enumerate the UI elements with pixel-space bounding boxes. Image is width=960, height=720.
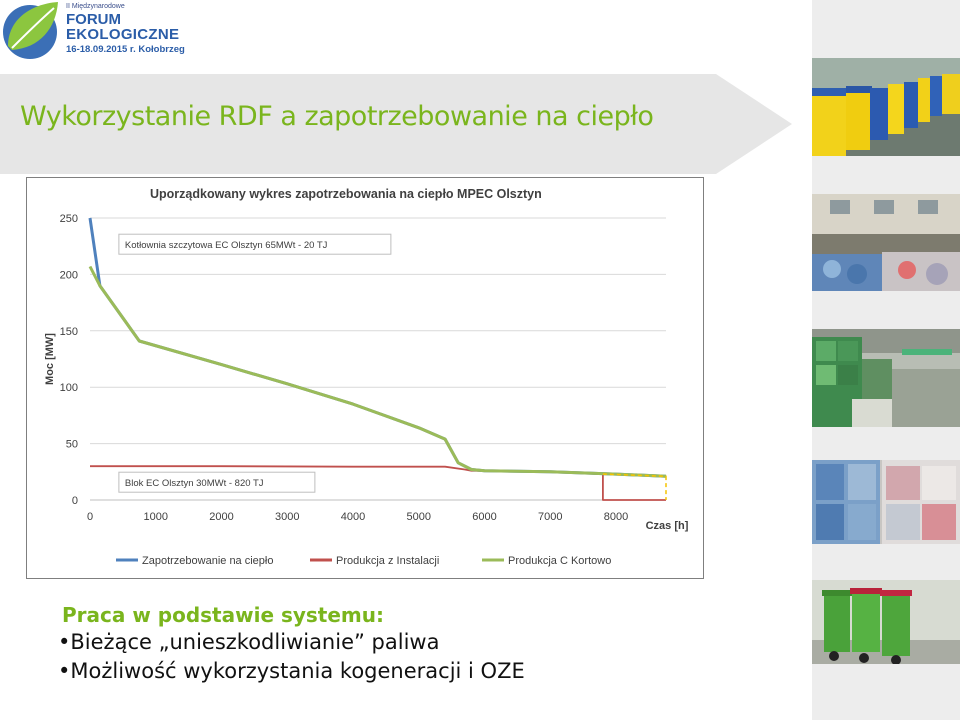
legend-label: Produkcja z Instalacji [336,555,439,567]
x-tick-label: 5000 [407,511,431,523]
x-tick-label: 2000 [209,511,233,523]
series-line-2 [90,465,666,501]
bullet-2: •Możliwość wykorzystania kogeneracji i O… [58,659,525,683]
y-tick-label: 250 [60,213,78,225]
logo-forum: FORUM [66,11,121,28]
end-marker-line [602,473,667,500]
x-tick-label: 1000 [144,511,168,523]
y-tick-label: 100 [60,382,78,394]
y-tick-label: 0 [72,495,78,507]
leaf-globe-icon [3,2,58,59]
photo-sorting-plant [812,194,960,291]
photo-bales-warehouse [812,329,960,427]
title-band [0,74,792,174]
logo-dates: 16-18.09.2015 r. Kołobrzeg [66,44,185,55]
photo-plastic-bales [812,460,960,544]
annotation-text: Kotłownia szczytowa EC Olsztyn 65MWt - 2… [125,240,328,251]
series-line-3 [88,265,667,478]
y-tick-label: 150 [60,326,78,338]
bullet-1: •Bieżące „unieszkodliwianie” paliwa [58,630,440,654]
annotation-box [118,471,316,493]
legend: Zapotrzebowanie na ciepło Produkcja z Ins… [116,555,611,567]
x-axis: 0 1000 2000 3000 4000 5000 6000 7000 8000 [87,499,666,523]
photo-green-bins [812,580,960,664]
y-axis: 0 50 100 150 200 250 [60,213,78,507]
photo-waste-containers [812,58,960,156]
x-tick-label: 4000 [341,511,365,523]
annotations: Kotłownia szczytowa EC Olsztyn 65MWt - 2… [118,233,392,493]
x-tick-label: 7000 [538,511,562,523]
chart: Uporządkowany wykres zapotrzebowania na … [26,177,704,579]
series-lines [88,217,667,501]
logo-edition: II Międzynarodowe [66,3,125,10]
yellow-dashed-marker [602,473,667,500]
slide-title: Wykorzystanie RDF a zapotrzebowanie na c… [20,101,654,132]
legend-label: Zapotrzebowanie na ciepło [142,555,273,567]
y-axis-label: Moc [MW] [44,333,56,385]
x-axis-label: Czas [h] [646,520,689,532]
legend-label: Produkcja C Kortowo [508,555,611,567]
x-tick-label: 0 [87,511,93,523]
annotation-box [118,233,392,255]
y-tick-label: 50 [66,439,78,451]
forum-logo: II Międzynarodowe FORUM EKOLOGICZNE 16-1… [0,0,200,62]
logo-ekologiczne: EKOLOGICZNE [66,26,180,43]
y-tick-label: 200 [60,269,78,281]
x-tick-label: 8000 [604,511,628,523]
x-tick-label: 3000 [275,511,299,523]
subheading: Praca w podstawie systemu: [62,603,385,627]
annotation-text: Blok EC Olsztyn 30MWt - 820 TJ [125,478,264,489]
x-tick-label: 6000 [472,511,496,523]
chart-title: Uporządkowany wykres zapotrzebowania na … [150,187,542,201]
